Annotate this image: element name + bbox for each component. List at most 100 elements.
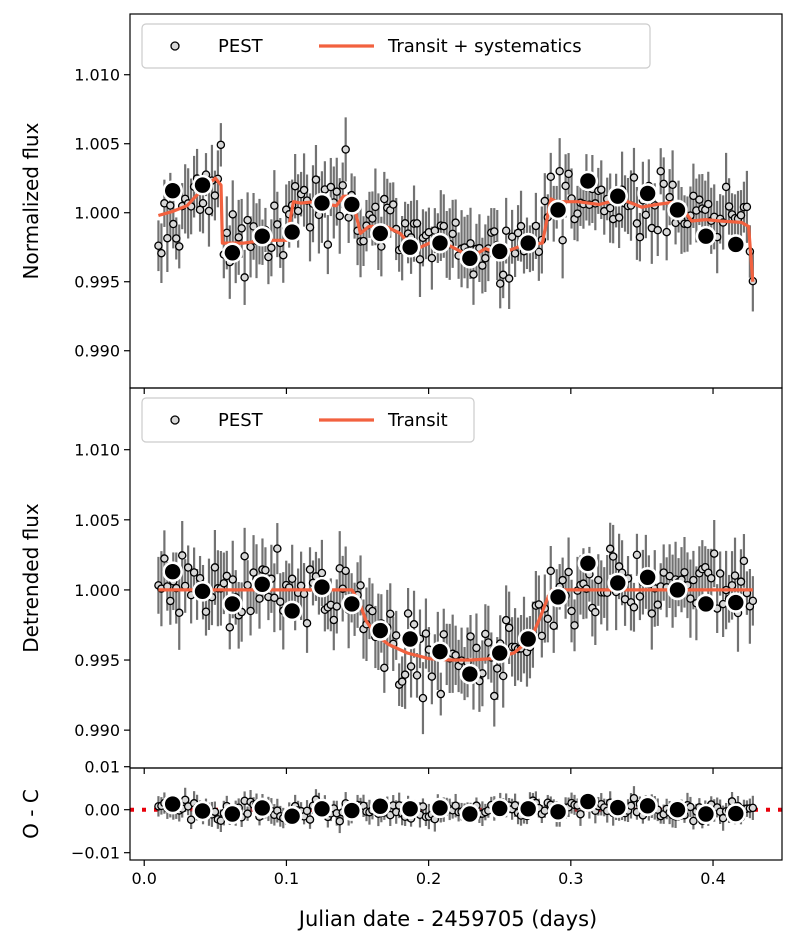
y-axis-label: Normalized flux xyxy=(19,122,43,279)
pest-point xyxy=(534,600,544,609)
pest-point xyxy=(490,691,499,701)
binned-point xyxy=(667,579,688,601)
pest-point xyxy=(466,632,475,641)
pest-point xyxy=(174,608,184,618)
pest-point xyxy=(418,693,428,703)
pest-point xyxy=(605,203,615,213)
pest-point xyxy=(216,140,226,150)
pest-point xyxy=(249,222,258,231)
plot-area xyxy=(154,519,758,735)
pest-point xyxy=(641,210,651,220)
pest-point xyxy=(400,219,410,228)
pest-point xyxy=(234,233,243,242)
pest-point xyxy=(377,242,386,251)
x-tick-label: 0.0 xyxy=(131,869,156,888)
y-tick-label: 1.000 xyxy=(74,204,120,223)
pest-point xyxy=(629,173,639,182)
pest-point xyxy=(255,594,264,603)
pest-point xyxy=(302,806,312,816)
pest-point xyxy=(359,236,368,246)
pest-point xyxy=(380,194,389,204)
pest-point xyxy=(368,214,377,223)
pest-point xyxy=(558,235,567,245)
pest-point xyxy=(537,631,547,641)
pest-point xyxy=(647,609,657,618)
pest-point xyxy=(270,201,279,210)
pest-point xyxy=(629,603,639,612)
pest-point xyxy=(287,574,297,584)
y-axis-label: O - C xyxy=(19,789,43,839)
binned-point xyxy=(192,581,213,602)
pest-point xyxy=(421,629,431,638)
pest-point xyxy=(466,239,475,248)
pest-point xyxy=(228,210,237,219)
pest-point xyxy=(222,228,232,238)
binned-point xyxy=(251,797,273,819)
binned-point xyxy=(637,183,658,204)
legend-marker-pest xyxy=(170,41,180,51)
pest-point xyxy=(748,596,758,606)
binned-point xyxy=(251,225,273,247)
y-tick-label: −0.01 xyxy=(71,844,120,863)
pest-point xyxy=(329,615,339,625)
pest-point xyxy=(498,270,508,280)
pest-point xyxy=(689,191,698,201)
binned-point xyxy=(577,791,599,812)
errorbars xyxy=(157,117,754,312)
pest-point xyxy=(335,211,344,221)
binned-point xyxy=(667,199,688,221)
pest-point xyxy=(169,219,178,229)
y-tick-label: 1.010 xyxy=(74,441,120,460)
pest-point xyxy=(680,568,689,577)
pest-point xyxy=(448,229,457,239)
pest-point xyxy=(210,563,220,572)
pest-point xyxy=(237,224,246,233)
pest-point xyxy=(157,248,166,258)
pest-point xyxy=(567,606,576,616)
binned-point xyxy=(489,798,511,819)
binned-point xyxy=(281,221,303,243)
binned-point xyxy=(725,803,747,824)
pest-point xyxy=(516,221,526,231)
pest-point xyxy=(715,569,725,578)
panel-middle: 0.990 0.995 1.000 1.005 1.010 Detrended flux P… xyxy=(19,387,783,774)
pest-point xyxy=(683,219,692,229)
pest-point xyxy=(332,187,342,196)
pest-point xyxy=(481,253,490,263)
pest-point xyxy=(730,571,740,580)
binned-point xyxy=(459,247,481,269)
binned-point xyxy=(517,628,539,650)
binned-point xyxy=(607,797,629,818)
pest-point xyxy=(451,651,460,660)
pest-point xyxy=(341,145,350,154)
pest-point xyxy=(305,815,315,824)
pest-point xyxy=(689,816,698,826)
pest-point xyxy=(335,816,344,826)
pest-point xyxy=(659,568,668,577)
pest-point xyxy=(704,199,713,209)
pest-point xyxy=(204,206,214,216)
pest-point xyxy=(198,198,208,208)
pest-point xyxy=(160,554,169,563)
pest-point xyxy=(507,232,517,242)
binned-point xyxy=(192,800,213,822)
pest-point xyxy=(564,169,573,179)
pest-point xyxy=(371,202,380,212)
legend-marker-pest xyxy=(170,415,180,425)
binned-point xyxy=(399,236,421,258)
pest-point xyxy=(356,581,365,590)
model-line xyxy=(158,588,753,662)
pest-point xyxy=(490,227,499,236)
pest-point xyxy=(290,181,300,191)
pest-point xyxy=(436,689,446,699)
pest-point xyxy=(177,551,187,560)
y-tick-label: 0.990 xyxy=(74,342,120,361)
pest-point xyxy=(317,568,327,578)
binned-point xyxy=(222,803,243,825)
binned-point xyxy=(341,800,363,821)
pest-point xyxy=(510,801,520,810)
pest-point xyxy=(513,228,523,238)
binned-point xyxy=(637,566,658,588)
binned-point xyxy=(695,225,717,247)
